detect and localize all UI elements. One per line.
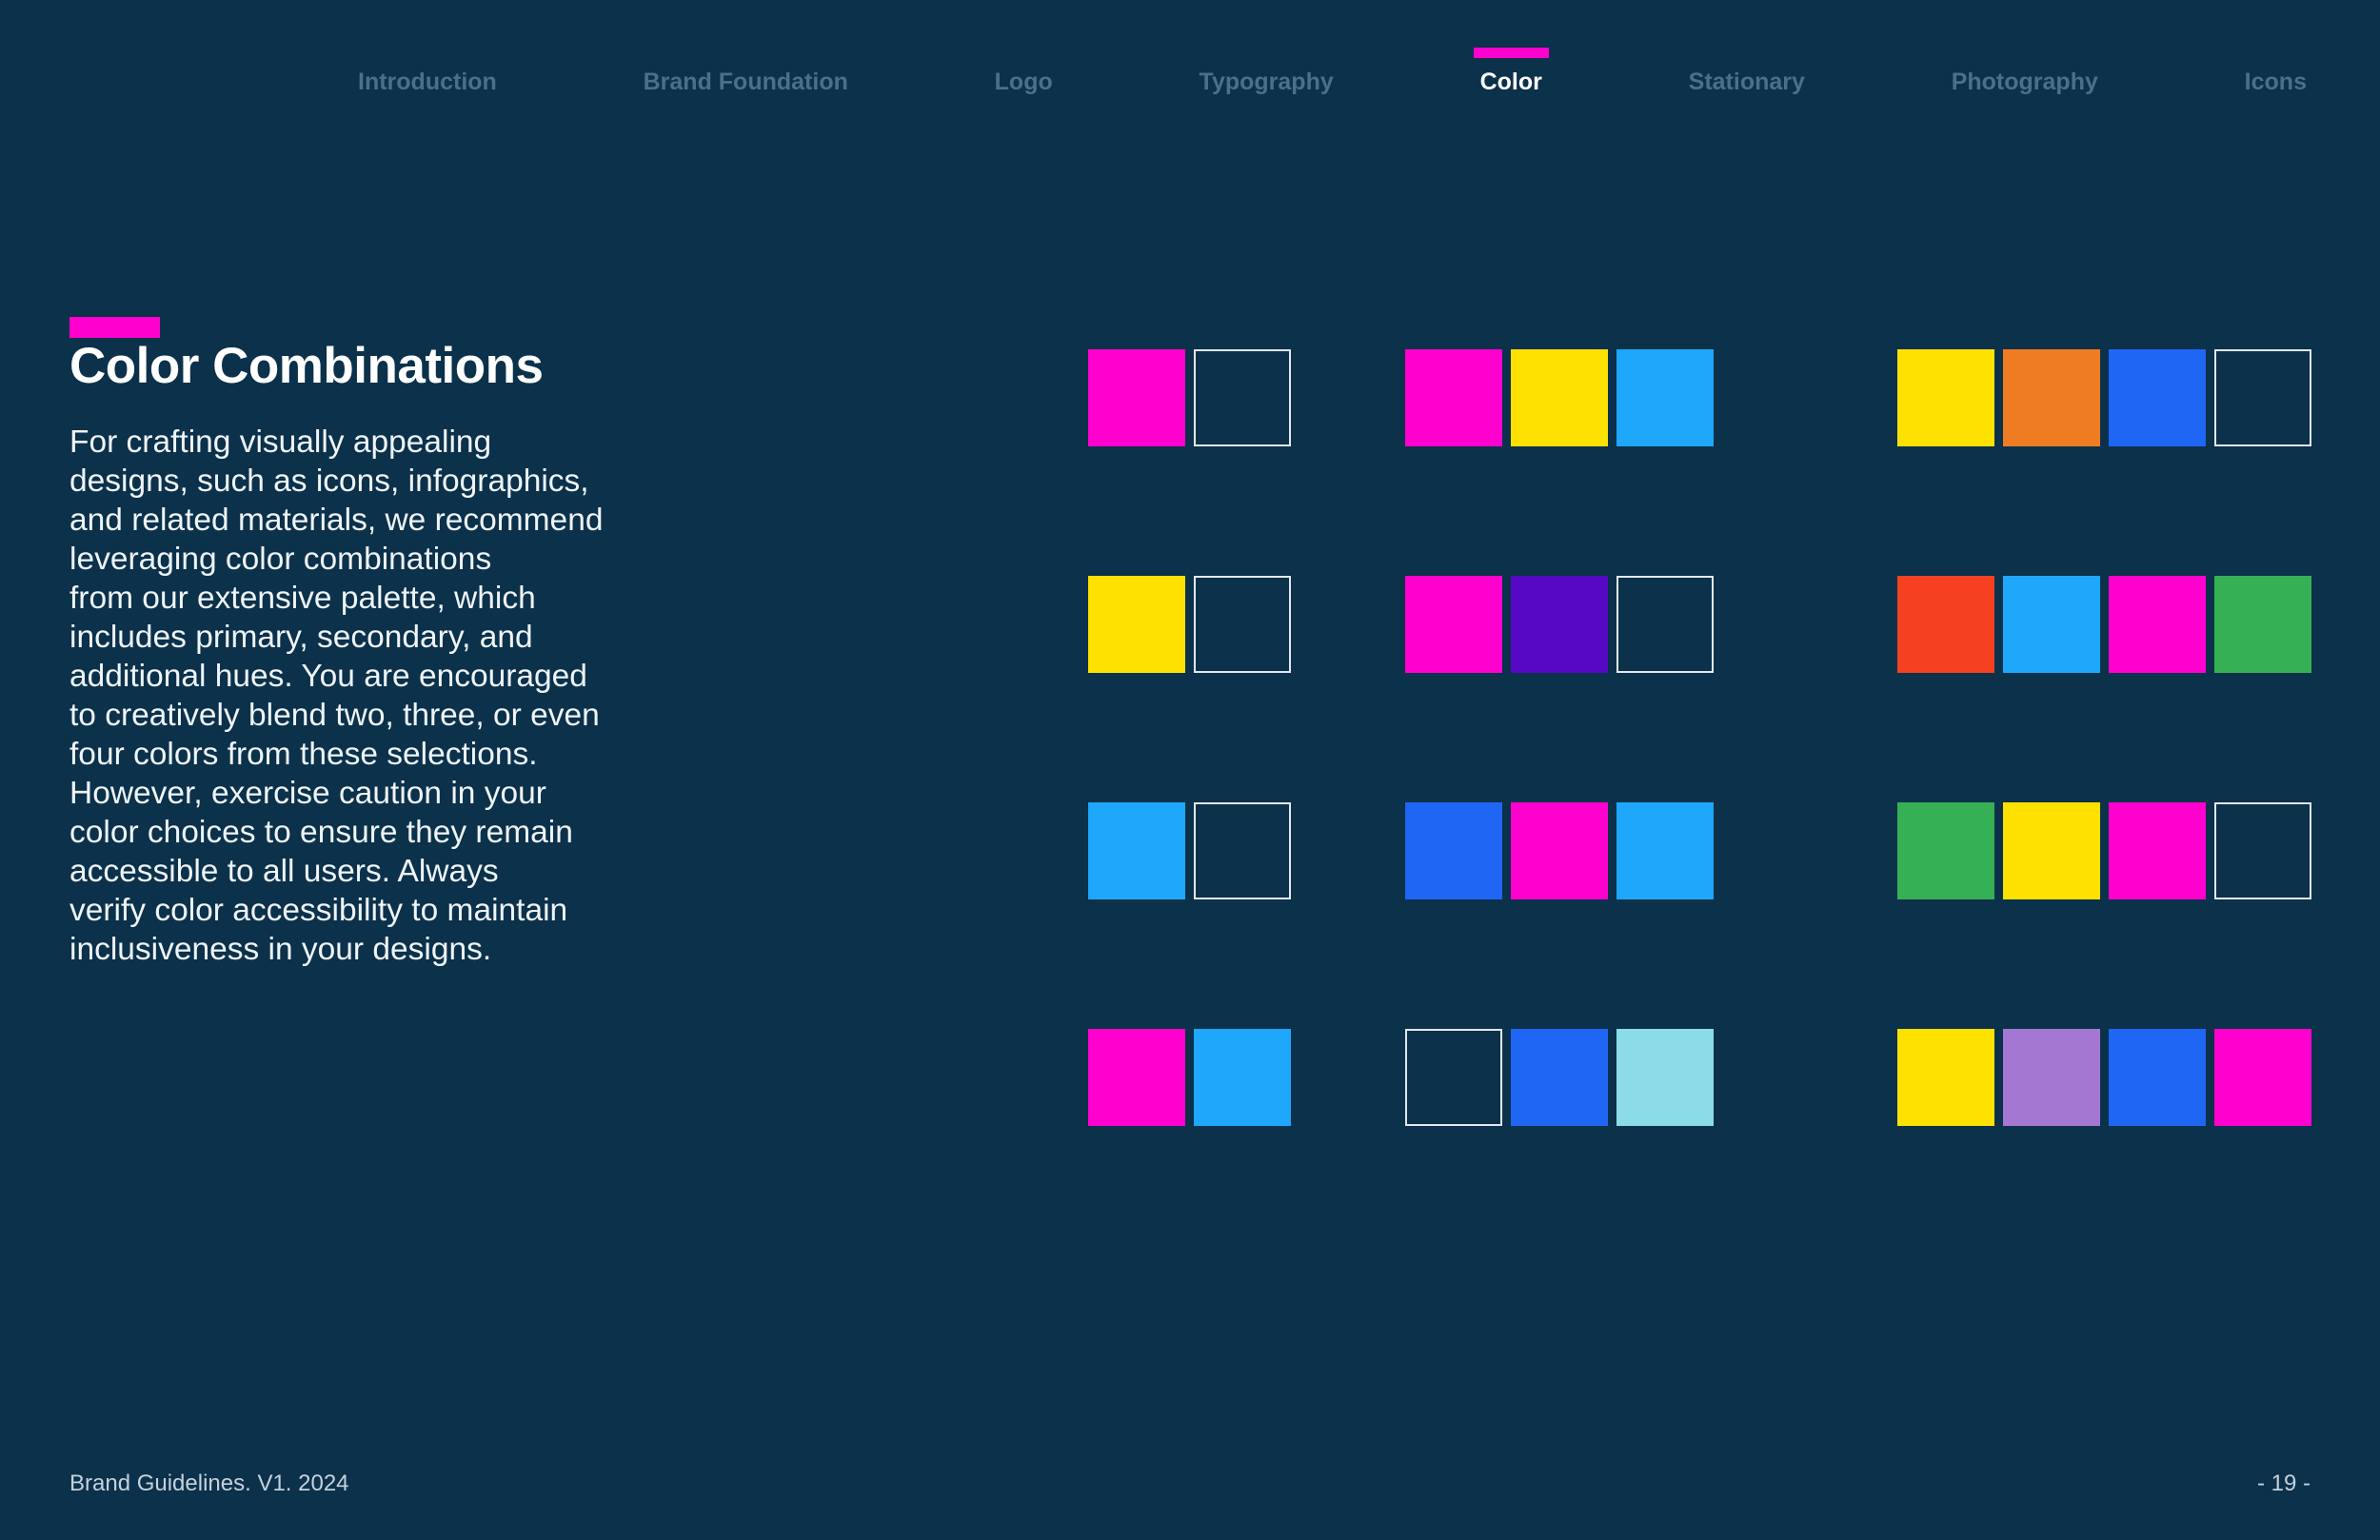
empty-swatch bbox=[1194, 349, 1291, 446]
empty-swatch bbox=[2214, 349, 2311, 446]
sky-blue-swatch bbox=[1194, 1029, 1291, 1126]
pale-cyan-swatch bbox=[1616, 1029, 1714, 1126]
red-swatch bbox=[1897, 576, 1994, 673]
yellow-swatch bbox=[1897, 1029, 1994, 1126]
color-combination bbox=[1405, 802, 1714, 899]
nav-item-brand-foundation[interactable]: Brand Foundation bbox=[643, 69, 848, 95]
sky-blue-swatch bbox=[1088, 802, 1185, 899]
sky-blue-swatch bbox=[1616, 349, 1714, 446]
royal-blue-swatch bbox=[1405, 802, 1502, 899]
active-tab-indicator bbox=[1473, 48, 1549, 58]
color-combination bbox=[1405, 1029, 1714, 1126]
nav-item-color-label: Color bbox=[1479, 69, 1542, 95]
color-combination bbox=[1088, 1029, 1291, 1126]
magenta-swatch bbox=[1511, 802, 1608, 899]
accent-bar bbox=[69, 317, 160, 338]
sky-blue-swatch bbox=[1616, 802, 1714, 899]
empty-swatch bbox=[1194, 802, 1291, 899]
color-combination bbox=[1897, 349, 2311, 446]
color-combination bbox=[1405, 349, 1714, 446]
orange-swatch bbox=[2003, 349, 2100, 446]
empty-swatch bbox=[2214, 802, 2311, 899]
violet-swatch bbox=[1511, 576, 1608, 673]
color-combination bbox=[1088, 576, 1291, 673]
lavender-swatch bbox=[2003, 1029, 2100, 1126]
magenta-swatch bbox=[1088, 1029, 1185, 1126]
yellow-swatch bbox=[2003, 802, 2100, 899]
magenta-swatch bbox=[2109, 576, 2206, 673]
magenta-swatch bbox=[1088, 349, 1185, 446]
yellow-swatch bbox=[1511, 349, 1608, 446]
royal-blue-swatch bbox=[2109, 349, 2206, 446]
green-swatch bbox=[1897, 802, 1994, 899]
color-combination bbox=[1897, 1029, 2311, 1126]
nav-item-icons[interactable]: Icons bbox=[2244, 69, 2307, 95]
sky-blue-swatch bbox=[2003, 576, 2100, 673]
body-text: For crafting visually appealing designs,… bbox=[69, 424, 604, 967]
magenta-swatch bbox=[1405, 576, 1502, 673]
top-navigation: Introduction Brand Foundation Logo Typog… bbox=[358, 48, 2307, 97]
yellow-swatch bbox=[1897, 349, 1994, 446]
royal-blue-swatch bbox=[2109, 1029, 2206, 1126]
empty-swatch bbox=[1616, 576, 1714, 673]
color-combination bbox=[1897, 802, 2311, 899]
color-combination bbox=[1088, 349, 1291, 446]
yellow-swatch bbox=[1088, 576, 1185, 673]
nav-item-photography[interactable]: Photography bbox=[1951, 69, 2098, 95]
royal-blue-swatch bbox=[1511, 1029, 1608, 1126]
magenta-swatch bbox=[2109, 802, 2206, 899]
swatch-column-2 bbox=[1405, 349, 1714, 1126]
magenta-swatch bbox=[2214, 1029, 2311, 1126]
nav-item-color[interactable]: Color bbox=[1473, 48, 1549, 97]
color-combination bbox=[1088, 802, 1291, 899]
green-swatch bbox=[2214, 576, 2311, 673]
empty-swatch bbox=[1194, 576, 1291, 673]
empty-swatch bbox=[1405, 1029, 1502, 1126]
nav-item-introduction[interactable]: Introduction bbox=[358, 69, 497, 95]
color-combination bbox=[1897, 576, 2311, 673]
footer-page-number: - 19 - bbox=[2256, 1471, 2311, 1496]
page-title: Color Combinations bbox=[69, 338, 544, 394]
swatch-column-1 bbox=[1088, 349, 1291, 1126]
swatch-column-3 bbox=[1897, 349, 2311, 1126]
footer-document-label: Brand Guidelines. V1. 2024 bbox=[69, 1471, 349, 1496]
nav-item-logo[interactable]: Logo bbox=[994, 69, 1053, 95]
magenta-swatch bbox=[1405, 349, 1502, 446]
nav-item-typography[interactable]: Typography bbox=[1199, 69, 1334, 95]
nav-item-stationary[interactable]: Stationary bbox=[1688, 69, 1805, 95]
color-combination bbox=[1405, 576, 1714, 673]
